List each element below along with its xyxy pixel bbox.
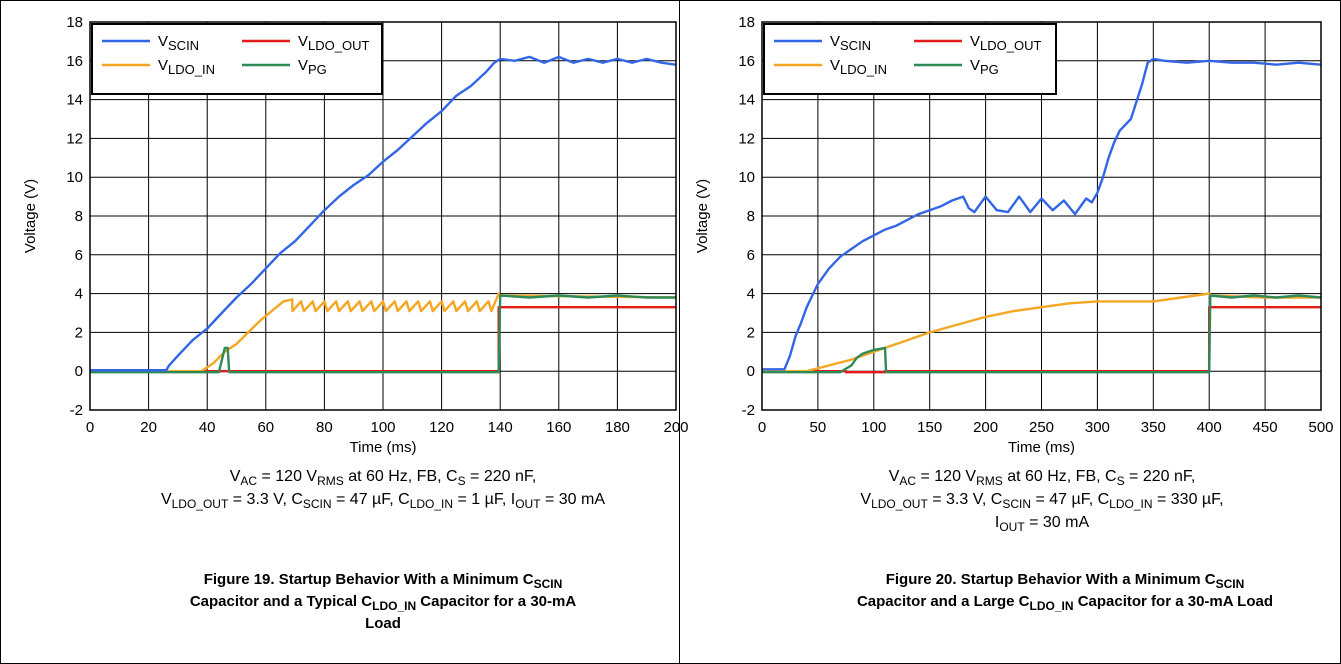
- y-tick-label: -2: [70, 402, 83, 419]
- y-tick-label: 18: [66, 14, 83, 31]
- figure-title-line: Load: [365, 615, 401, 632]
- y-tick-label: 2: [75, 324, 83, 341]
- x-tick-label: 500: [1308, 419, 1333, 436]
- test-conditions-line: VAC = 120 VRMS at 60 Hz, FB, CS = 220 nF…: [889, 468, 1196, 488]
- series-line-pg: [90, 294, 676, 374]
- series-group: [762, 57, 1321, 374]
- test-conditions-line: VLDO_OUT = 3.3 V, CSCIN = 47 µF, CLDO_IN…: [860, 491, 1223, 511]
- series-line-scin: [90, 55, 676, 372]
- test-conditions-line: IOUT = 30 mA: [995, 514, 1090, 534]
- x-tick-label: 140: [488, 419, 513, 436]
- y-axis-title: Voltage (V): [694, 179, 711, 253]
- y-tick-label: 0: [75, 363, 83, 380]
- x-tick-label: 400: [1197, 419, 1222, 436]
- x-axis-title: Time (ms): [1008, 439, 1075, 456]
- legend-entry: VSCIN: [830, 33, 871, 53]
- y-tick-label: 12: [66, 130, 83, 147]
- x-tick-label: 200: [663, 419, 688, 436]
- x-tick-label: 300: [1085, 419, 1110, 436]
- y-tick-label: 10: [738, 169, 755, 186]
- y-tick-label: 2: [747, 324, 755, 341]
- test-conditions-line: VAC = 120 VRMS at 60 Hz, FB, CS = 220 nF…: [230, 468, 537, 488]
- x-tick-label: 20: [140, 419, 157, 436]
- x-tick-label: 100: [861, 419, 886, 436]
- x-tick-label: 200: [973, 419, 998, 436]
- y-tick-label: 16: [66, 53, 83, 70]
- y-tick-label: 12: [738, 130, 755, 147]
- chart-figure-20: 0 50 100 150 200 250 300 350 400 450 500-202468101…: [694, 14, 1334, 613]
- x-tick-label: 60: [257, 419, 274, 436]
- figure-title-line: Figure 20. Startup Behavior With a Minim…: [886, 571, 1245, 591]
- legend-entry: VLDO_OUT: [298, 33, 369, 53]
- x-tick-label: 120: [429, 419, 454, 436]
- y-tick-label: 0: [747, 363, 755, 380]
- x-tick-label: 100: [370, 419, 395, 436]
- series-line-scin: [762, 57, 1321, 371]
- plot-frame: [761, 21, 1322, 411]
- y-tick-label: 6: [75, 247, 83, 264]
- x-tick-label: 50: [810, 419, 827, 436]
- y-tick-label: 4: [747, 286, 755, 303]
- series-line-pg: [762, 294, 1321, 374]
- legend-box: [91, 23, 383, 95]
- x-axis-title: Time (ms): [350, 439, 417, 456]
- chart-figure-19: 0 20 40 60 80 100 120 140 160 180 200-202468101214…: [22, 14, 689, 632]
- legend-box: [763, 23, 1057, 95]
- figure-title-line: Capacitor and a Large CLDO_IN Capacitor …: [857, 593, 1273, 613]
- y-tick-label: 16: [738, 53, 755, 70]
- x-tick-label: 40: [199, 419, 216, 436]
- x-tick-label: 0: [758, 419, 766, 436]
- y-tick-label: 14: [738, 92, 755, 109]
- legend-entry: VPG: [970, 57, 999, 77]
- legend-entry: VLDO_IN: [158, 57, 215, 77]
- y-tick-label: 8: [75, 208, 83, 225]
- x-tick-label: 180: [605, 419, 630, 436]
- x-tick-label: 350: [1141, 419, 1166, 436]
- legend-entry: VLDO_IN: [830, 57, 887, 77]
- x-tick-label: 80: [316, 419, 333, 436]
- legend: VSCIN VLDO_OUT VLDO_IN VPG: [91, 23, 383, 95]
- x-tick-label: 0: [86, 419, 94, 436]
- y-tick-label: 8: [747, 208, 755, 225]
- y-axis-title: Voltage (V): [22, 179, 39, 253]
- plot-frame: [89, 21, 677, 411]
- y-tick-label: 6: [747, 247, 755, 264]
- y-tick-label: 18: [738, 14, 755, 31]
- series-group: [90, 55, 676, 374]
- x-tick-label: 160: [546, 419, 571, 436]
- figure-title-line: Capacitor and a Typical CLDO_IN Capacito…: [190, 593, 577, 613]
- figure-title-line: Figure 19. Startup Behavior With a Minim…: [204, 571, 563, 591]
- test-conditions-line: VLDO_OUT = 3.3 V, CSCIN = 47 µF, CLDO_IN…: [161, 491, 605, 511]
- y-tick-label: 14: [66, 92, 83, 109]
- y-tick-label: 4: [75, 286, 83, 303]
- y-tick-label: 10: [66, 169, 83, 186]
- legend: VSCIN VLDO_OUT VLDO_IN VPG: [763, 23, 1057, 95]
- x-tick-label: 150: [917, 419, 942, 436]
- series-line-ldo-in: [90, 292, 676, 373]
- legend-entry: VLDO_OUT: [970, 33, 1041, 53]
- x-tick-label: 250: [1029, 419, 1054, 436]
- x-tick-label: 450: [1253, 419, 1278, 436]
- legend-entry: VPG: [298, 57, 327, 77]
- y-tick-label: -2: [742, 402, 755, 419]
- legend-entry: VSCIN: [158, 33, 199, 53]
